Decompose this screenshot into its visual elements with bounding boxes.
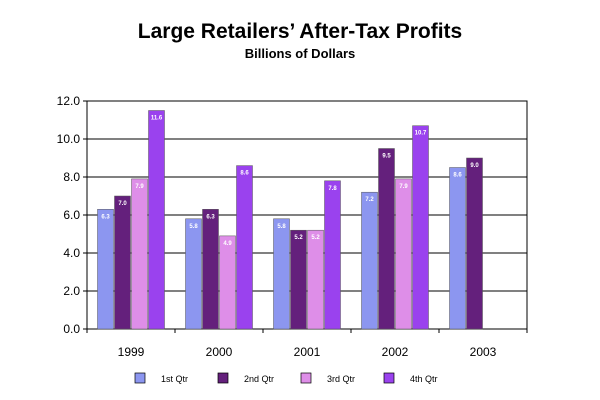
data-label: 5.8 [189, 224, 198, 230]
bar [202, 209, 219, 330]
data-label: 9.5 [382, 154, 391, 160]
data-label: 11.6 [151, 116, 163, 122]
data-label: 5.8 [277, 224, 286, 230]
bar [307, 229, 324, 330]
legend-label: 1st Qtr [161, 374, 188, 384]
bar [290, 229, 307, 330]
legend-swatch [383, 372, 395, 384]
chart-subtitle: Billions of Dollars [244, 46, 356, 61]
data-label: 7.0 [118, 201, 127, 207]
bar [236, 165, 253, 330]
y-tick-label: 6.0 [63, 208, 80, 222]
bar [219, 235, 236, 330]
bar [466, 157, 483, 330]
x-tick-label: 2002 [382, 345, 409, 359]
data-label: 7.8 [328, 186, 337, 192]
y-tick-label: 2.0 [63, 284, 80, 298]
legend-label: 4th Qtr [410, 374, 438, 384]
data-label: 7.2 [365, 197, 374, 203]
bar [412, 125, 429, 330]
bar [148, 110, 165, 330]
x-tick-label: 2000 [206, 345, 233, 359]
data-label: 7.9 [399, 184, 408, 190]
data-label: 8.6 [240, 171, 249, 177]
y-tick-label: 10.0 [57, 132, 81, 146]
data-label: 7.9 [135, 184, 144, 190]
legend-swatch [300, 372, 312, 384]
bar [185, 218, 202, 330]
legend-label: 2nd Qtr [244, 374, 274, 384]
y-tick-label: 8.0 [63, 170, 80, 184]
x-tick-label: 1999 [118, 345, 145, 359]
data-label: 8.6 [453, 173, 462, 179]
legend-swatch [217, 372, 229, 384]
bar [97, 209, 114, 330]
bar [395, 178, 412, 330]
bar [114, 195, 131, 330]
chart-title: Large Retailers’ After-Tax Profits [137, 20, 463, 43]
data-label: 6.3 [101, 214, 110, 220]
data-label: 5.2 [294, 235, 303, 241]
data-label: 6.3 [206, 214, 215, 220]
y-tick-label: 12.0 [57, 94, 81, 108]
bar [131, 178, 148, 330]
bar [324, 180, 341, 330]
bar [361, 191, 378, 330]
data-label: 9.0 [470, 163, 479, 169]
data-label: 10.7 [415, 131, 427, 137]
y-tick-label: 0.0 [63, 322, 80, 336]
bar [378, 148, 395, 330]
legend-swatch [134, 372, 146, 384]
data-label: 4.9 [223, 241, 232, 247]
x-tick-label: 2003 [470, 345, 497, 359]
legend-label: 3rd Qtr [327, 374, 355, 384]
bar [449, 167, 466, 330]
data-label: 5.2 [311, 235, 320, 241]
y-tick-label: 4.0 [63, 246, 80, 260]
bar [273, 218, 290, 330]
x-tick-label: 2001 [294, 345, 321, 359]
